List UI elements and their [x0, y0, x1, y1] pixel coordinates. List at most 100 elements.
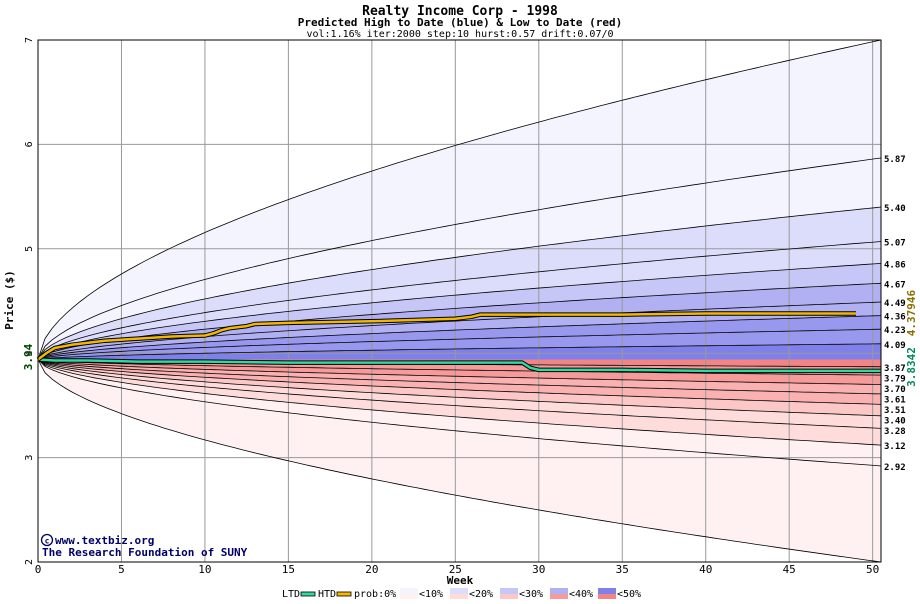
- band-value-label: 3.12: [884, 442, 906, 452]
- upper-band-area: [38, 302, 881, 360]
- band-lines: [37, 39, 882, 563]
- chart-subtitle: Predicted High to Date (blue) & Low to D…: [298, 16, 623, 29]
- x-tick-label: 45: [783, 563, 796, 576]
- band-boundary-line: [37, 157, 882, 360]
- band-value-label: 4.67: [884, 280, 906, 290]
- start-value-label: 3.94: [22, 343, 35, 370]
- lower-band-area: [38, 359, 881, 416]
- legend-swatch-red: [550, 594, 568, 599]
- upper-band-area: [38, 241, 881, 360]
- band-boundary-line: [37, 301, 882, 360]
- legend-htd-swatch: [336, 591, 352, 597]
- copyright-icon: [40, 533, 54, 547]
- legend-prob-item: <10%: [419, 589, 443, 600]
- ltd-end-label: 3.8342: [905, 347, 918, 387]
- band-value-label: 3.61: [884, 395, 906, 405]
- lower-band-area: [38, 359, 881, 429]
- chart-title: Realty Income Corp - 1998: [362, 4, 558, 19]
- upper-band-area: [38, 315, 881, 360]
- htd-line: [37, 312, 856, 361]
- upper-band-area: [38, 329, 881, 360]
- band-boundary-line: [37, 359, 882, 467]
- chart-params: vol:1.16% iter:2000 step:10 hurst:0.57 d…: [306, 29, 613, 40]
- x-tick-label: 30: [532, 563, 545, 576]
- band-value-label: 3.51: [884, 406, 906, 416]
- lower-band-area: [38, 359, 881, 385]
- x-tick-label: 50: [866, 563, 879, 576]
- legend-htd-label: HTD: [318, 589, 336, 600]
- band-value-label: 3.70: [884, 385, 906, 395]
- band-value-label: 4.36: [884, 313, 906, 323]
- band-value-label: 4.49: [884, 299, 906, 309]
- x-tick-label: 15: [282, 563, 295, 576]
- legend-swatch-blue: [400, 588, 418, 594]
- plot-frame: [37, 39, 882, 563]
- band-value-label: 4.23: [884, 326, 906, 336]
- legend-swatch-red: [450, 594, 468, 599]
- band-boundary-line: [37, 359, 882, 395]
- legend-swatch-blue: [598, 588, 616, 594]
- x-tick-label: 20: [365, 563, 378, 576]
- x-tick-label: 40: [699, 563, 712, 576]
- upper-band-area: [38, 343, 881, 360]
- legend-prob-label: prob:0%: [354, 589, 396, 600]
- x-tick-label: 0: [35, 563, 42, 576]
- htd-end-label: 4.37946: [905, 289, 918, 336]
- band-boundary-line: [37, 39, 882, 360]
- legend-ltd-swatch: [300, 591, 316, 597]
- legend-prob-item: <20%: [469, 589, 493, 600]
- band-boundary-line: [37, 359, 882, 563]
- band-value-label: 5.40: [884, 204, 906, 214]
- y-axis-label: Price ($): [3, 270, 16, 330]
- upper-band-area: [38, 283, 881, 360]
- band-value-label: 5.07: [884, 238, 906, 248]
- upper-band-area: [38, 158, 881, 360]
- upper-band-area: [38, 207, 881, 360]
- watermark: c www.textbiz.org The Research Foundatio…: [40, 533, 248, 559]
- legend-swatch-red: [598, 594, 616, 599]
- lower-band-area: [38, 359, 881, 446]
- upper-band-area: [38, 263, 881, 360]
- lower-band-area: [38, 359, 881, 466]
- legend-prob-item: <30%: [519, 589, 543, 600]
- legend-ltd-label: LTD: [282, 589, 300, 600]
- probability-bands: [38, 40, 881, 562]
- band-boundary-line: [37, 359, 882, 376]
- x-tick-label: 35: [616, 563, 629, 576]
- band-boundary-line: [37, 359, 882, 446]
- band-boundary-line: [37, 282, 882, 360]
- y-tick-label: 2: [24, 559, 35, 565]
- band-boundary-line: [37, 328, 882, 360]
- legend-prob-item: <40%: [569, 589, 593, 600]
- x-tick-label: 10: [198, 563, 211, 576]
- band-boundary-line: [37, 359, 882, 405]
- upper-band-area: [38, 40, 881, 360]
- band-boundary-line: [37, 241, 882, 360]
- band-boundary-line: [37, 359, 882, 385]
- band-value-label: 3.79: [884, 374, 906, 384]
- band-value-label: 5.87: [884, 155, 906, 165]
- legend-swatch-red: [500, 594, 518, 599]
- watermark-url: www.textbiz.org: [55, 534, 154, 547]
- band-boundary-line: [37, 359, 882, 429]
- band-boundary-line: [37, 315, 882, 360]
- x-tick-label: 25: [449, 563, 462, 576]
- band-value-label: 3.40: [884, 416, 906, 426]
- legend-swatch-red: [400, 594, 418, 599]
- legend-swatch-blue: [450, 588, 468, 594]
- lower-band-area: [38, 359, 881, 562]
- band-value-label: 4.09: [884, 341, 906, 351]
- legend-prob-item: <50%: [617, 589, 641, 600]
- y-tick-label: 7: [24, 37, 35, 43]
- legend: LTD HTD prob:0% <10% <20% <30% <40% <50%: [282, 588, 641, 600]
- band-value-label: 4.86: [884, 260, 906, 270]
- band-value-label: 3.28: [884, 427, 906, 437]
- y-tick-label: 5: [24, 246, 35, 252]
- y-tick-label: 4: [24, 350, 35, 356]
- y-tick-label: 3: [24, 455, 35, 461]
- y-axis-ticks: 2 3 4 5 6 7: [24, 37, 35, 565]
- lower-band-area: [38, 359, 881, 405]
- copyright-icon-c: c: [45, 537, 50, 546]
- x-axis-ticks: 0 5 10 15 20 25 30 35 40 45 50: [35, 563, 880, 576]
- legend-swatch-blue: [550, 588, 568, 594]
